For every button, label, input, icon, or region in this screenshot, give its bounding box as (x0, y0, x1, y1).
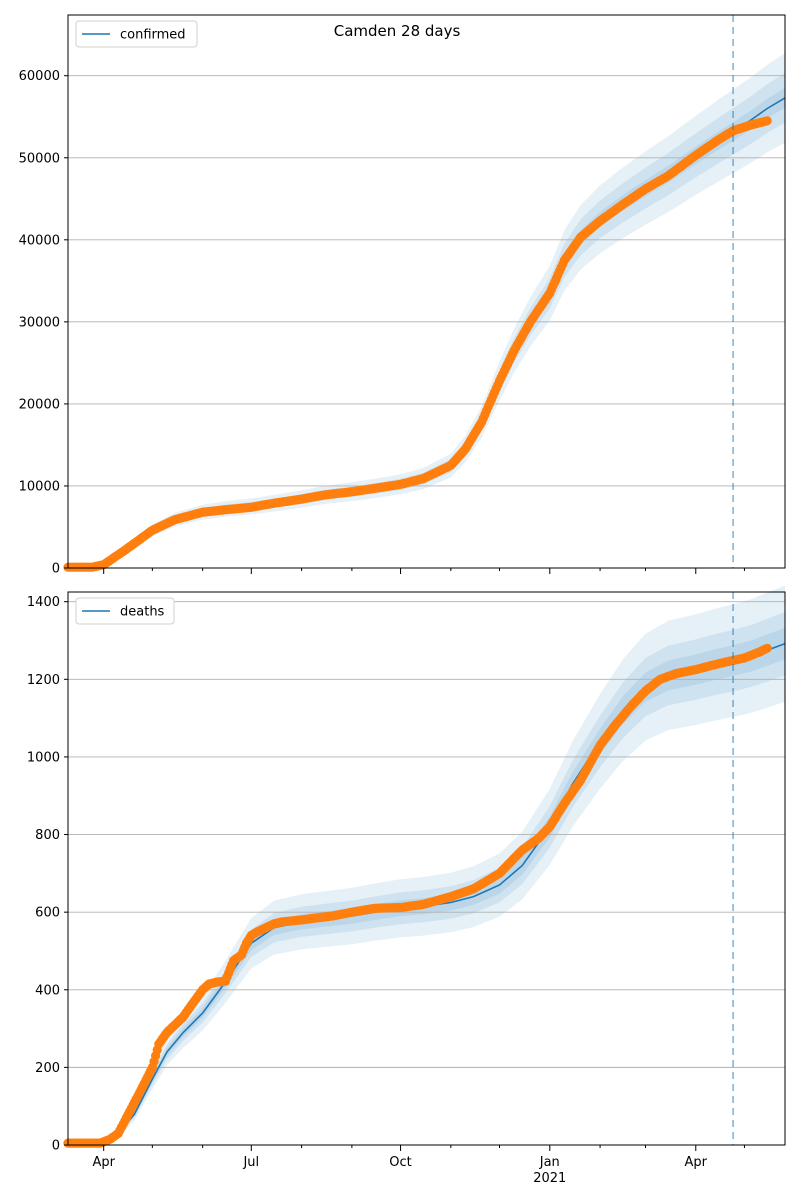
deaths-legend-label: deaths (120, 605, 165, 620)
deaths-observed-points (63, 643, 772, 1148)
y-tick-label: 200 (35, 1061, 60, 1076)
confirmed-chart: 0 10000 20000 30000 40000 50000 60000 confirme… (19, 14, 786, 577)
confirmed-legend-label: confirmed (120, 28, 186, 43)
uncertainty-band (68, 53, 785, 569)
x-tick-label: Oct (389, 1155, 411, 1170)
y-tick-label: 60000 (19, 69, 60, 84)
x-tick-sublabel: 2021 (533, 1171, 566, 1186)
x-tick-label: Apr (685, 1155, 708, 1170)
confirmed-observed-points (63, 116, 772, 572)
deaths-legend: deaths (75, 597, 175, 625)
y-tick-label: 0 (52, 1139, 60, 1154)
x-tick-label: Apr (92, 1155, 115, 1170)
uncertainty-band (68, 87, 785, 569)
x-tick-label: Jul (242, 1155, 259, 1170)
figure-title: Camden 28 days (334, 22, 461, 40)
y-tick-label: 600 (35, 906, 60, 921)
uncertainty-band (68, 73, 785, 568)
y-tick-label: 50000 (19, 151, 60, 166)
confirmed-legend: confirmed (75, 20, 198, 48)
y-tick-label: 800 (35, 828, 60, 843)
y-tick-label: 10000 (19, 479, 60, 494)
y-tick-label: 1400 (27, 595, 60, 610)
deaths-y-axis: 0 200 400 600 800 1000 1200 1400 (27, 595, 68, 1154)
y-tick-label: 1000 (27, 750, 60, 765)
confirmed-y-axis: 0 10000 20000 30000 40000 50000 60000 (19, 69, 68, 577)
confirmed-gridlines (68, 75, 785, 569)
y-tick-label: 1200 (27, 673, 60, 688)
x-tick-label: Jan (539, 1155, 560, 1170)
observed-point (762, 116, 772, 126)
y-tick-label: 40000 (19, 233, 60, 248)
observed-point (762, 643, 772, 653)
confirmed-uncertainty-bands (68, 53, 785, 569)
deaths-gridlines (68, 601, 785, 1146)
y-tick-label: 30000 (19, 315, 60, 330)
uncertainty-band (68, 585, 785, 1145)
deaths-axes-frame (67, 591, 786, 1146)
y-tick-label: 20000 (19, 397, 60, 412)
deaths-chart: 0 200 400 600 800 1000 1200 1400 Apr Jul Oct Jan20… (27, 585, 786, 1186)
y-tick-label: 400 (35, 983, 60, 998)
confirmed-x-axis (103, 568, 745, 574)
confirmed-legend-box (75, 20, 198, 48)
deaths-legend-box (75, 597, 175, 625)
confirmed-axes-frame (67, 14, 786, 569)
y-tick-label: 0 (52, 562, 60, 577)
